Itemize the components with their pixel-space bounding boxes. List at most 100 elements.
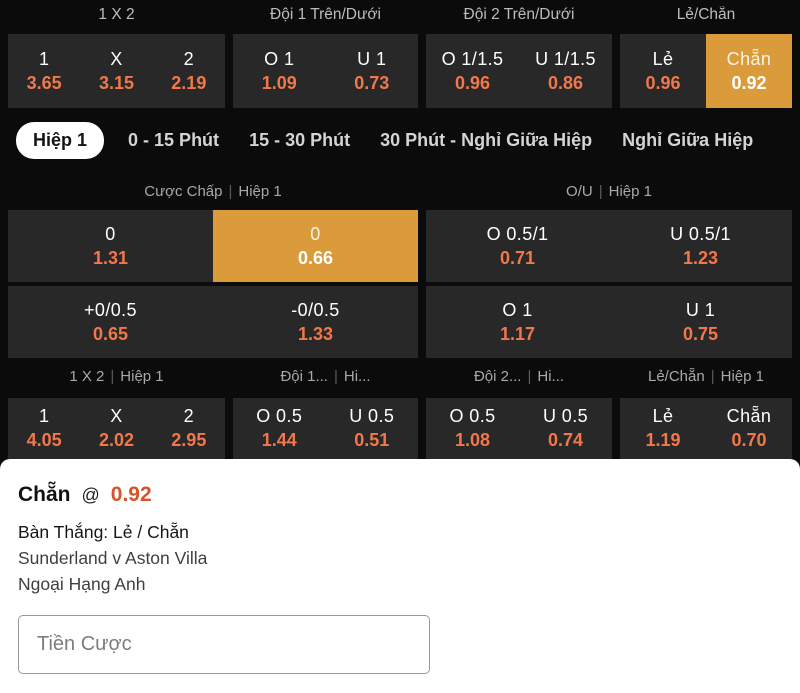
- odds-label: O 0.5: [256, 406, 303, 426]
- odds-value: 1.23: [682, 247, 719, 268]
- odds-label: 2: [183, 48, 195, 69]
- tab-0-15-phut[interactable]: 0 - 15 Phút: [128, 129, 220, 150]
- section-separator: |: [598, 182, 603, 200]
- section-subtitle: Hiệp 1: [720, 367, 764, 385]
- handicap-row-1: 0 1.31 0 0.66: [8, 210, 418, 282]
- header-ou-h1: O/U | Hiệp 1: [426, 183, 792, 200]
- odds-label: -0/0.5: [291, 299, 340, 320]
- slip-league-name: Ngoại Hạng Anh: [18, 574, 146, 594]
- section-title: O/U: [566, 182, 593, 200]
- odds-cell-h1-team2-under[interactable]: U 0.5 0.74: [519, 398, 612, 459]
- odds-cell-handicap-home-plus[interactable]: +0/0.5 0.65: [8, 286, 213, 358]
- odds-label: X: [110, 48, 123, 69]
- odds-cell-h1-away[interactable]: 2 2.95: [153, 398, 225, 459]
- odds-label: O 0.5: [449, 406, 496, 426]
- group-1x2-h1: 1 4.05 X 2.02 2 2.95: [8, 398, 225, 459]
- odds-label: 0: [105, 223, 116, 244]
- odds-label: Lẻ: [652, 406, 674, 426]
- odds-cell-under-0.5-1[interactable]: U 0.5/1 1.23: [609, 210, 792, 282]
- odds-cell-team1-over[interactable]: O 1 1.09: [233, 34, 326, 108]
- odds-label: Chẵn: [726, 48, 772, 69]
- odds-cell-odd[interactable]: Lẻ 0.96: [620, 34, 706, 108]
- group-team1-h1: O 0.5 1.44 U 0.5 0.51: [233, 398, 418, 459]
- header-odd-even-h1: Lẻ/Chẵn | Hiệp 1: [620, 368, 792, 385]
- odds-cell-away[interactable]: 2 2.19: [153, 34, 225, 108]
- section-separator: |: [110, 367, 115, 385]
- odds-cell-under-1[interactable]: U 1 0.75: [609, 286, 792, 358]
- odds-cell-handicap-home-0[interactable]: 0 1.31: [8, 210, 213, 282]
- odds-cell-h1-team1-under[interactable]: U 0.5 0.51: [326, 398, 419, 459]
- odds-value: 0.92: [731, 72, 767, 93]
- odds-value: 0.96: [645, 72, 681, 93]
- odds-value: 3.65: [26, 72, 62, 93]
- odds-cell-h1-team1-over[interactable]: O 0.5 1.44: [233, 398, 326, 459]
- odds-cell-h1-odd[interactable]: Lẻ 1.19: [620, 398, 706, 459]
- header-team2-ou: Đội 2 Trên/Dưới: [463, 6, 575, 23]
- ou-row-1: O 0.5/1 0.71 U 0.5/1 1.23: [426, 210, 792, 282]
- group-odd-even-h1: Lẻ 1.19 Chẵn 0.70: [620, 398, 792, 459]
- section-title: Đội 2...: [473, 367, 522, 385]
- odds-value: 0.71: [499, 247, 536, 268]
- section-subtitle: Hiệp 1: [120, 367, 164, 385]
- odds-cell-team1-under[interactable]: U 1 0.73: [326, 34, 419, 108]
- stake-input[interactable]: [18, 615, 430, 674]
- odds-value: 0.96: [454, 72, 491, 93]
- odds-cell-team2-under[interactable]: U 1/1.5 0.86: [519, 34, 612, 108]
- header-team1-ou: Đội 1 Trên/Dưới: [270, 6, 381, 23]
- odds-cell-handicap-away-0-selected[interactable]: 0 0.66: [213, 210, 418, 282]
- group-1x2: 1 3.65 X 3.15 2 2.19: [8, 34, 225, 108]
- section-title: Đội 1...: [280, 367, 328, 385]
- odds-cell-over-1[interactable]: O 1 1.17: [426, 286, 609, 358]
- odds-cell-even-selected[interactable]: Chẵn 0.92: [706, 34, 792, 108]
- section-title: 1 X 2: [69, 367, 105, 385]
- tab-hiep-1[interactable]: Hiệp 1: [16, 121, 105, 159]
- odds-label: O 1: [264, 48, 295, 69]
- handicap-column: 0 1.31 0 0.66 +0/0.5 0.65 -0/0.5 1.33: [8, 210, 418, 358]
- h1-section-headers: Cược Chấp | Hiệp 1 O/U | Hiệp 1: [0, 172, 800, 210]
- odds-label: 0: [310, 223, 321, 244]
- section-subtitle: Hiệp 1: [608, 182, 652, 200]
- header-1x2-h1: 1 X 2 | Hiệp 1: [8, 368, 225, 385]
- odds-label: U 1: [685, 299, 716, 320]
- odds-cell-draw[interactable]: X 3.15: [80, 34, 152, 108]
- odds-value: 0.66: [297, 247, 334, 268]
- odds-value: 0.75: [682, 323, 719, 344]
- slip-market-name: Bàn Thắng: Lẻ / Chẵn: [18, 522, 189, 542]
- odds-cell-h1-draw[interactable]: X 2.02: [80, 398, 152, 459]
- odds-cell-handicap-away-minus[interactable]: -0/0.5 1.33: [213, 286, 418, 358]
- tab-nghi-giua-hiep[interactable]: Nghỉ Giữa Hiệp: [622, 129, 754, 150]
- ou-column: O 0.5/1 0.71 U 0.5/1 1.23 O 1 1.17 U 1 0…: [426, 210, 792, 358]
- tab-15-30-phut[interactable]: 15 - 30 Phút: [249, 129, 351, 150]
- odds-cell-home[interactable]: 1 3.65: [8, 34, 80, 108]
- h1-handicap-ou-band: 0 1.31 0 0.66 +0/0.5 0.65 -0/0.5 1.33: [0, 210, 800, 358]
- odds-value: 1.44: [261, 430, 297, 450]
- odds-label: 2: [183, 406, 195, 426]
- odds-value: 0.51: [354, 430, 390, 450]
- header-handicap-h1: Cược Chấp | Hiệp 1: [8, 183, 418, 200]
- odds-value: 1.17: [499, 323, 536, 344]
- odds-label: Lẻ: [652, 48, 674, 69]
- odds-cell-h1-team2-over[interactable]: O 0.5 1.08: [426, 398, 519, 459]
- odds-cell-h1-home[interactable]: 1 4.05: [8, 398, 80, 459]
- section-separator: |: [228, 182, 233, 200]
- odds-value: 1.09: [261, 72, 297, 93]
- odds-label: U 0.5: [542, 406, 589, 426]
- odds-cell-team2-over[interactable]: O 1/1.5 0.96: [426, 34, 519, 108]
- odds-value: 0.70: [731, 430, 767, 450]
- section-subtitle: Hiệp 1: [238, 182, 282, 200]
- odds-value: 1.08: [454, 430, 491, 450]
- odds-cell-h1-even[interactable]: Chẵn 0.70: [706, 398, 792, 459]
- odds-value: 4.05: [26, 430, 62, 450]
- section-separator: |: [710, 367, 715, 385]
- odds-value: 0.86: [547, 72, 584, 93]
- section-separator: |: [333, 367, 338, 385]
- ou-row-2: O 1 1.17 U 1 0.75: [426, 286, 792, 358]
- odds-cell-over-0.5-1[interactable]: O 0.5/1 0.71: [426, 210, 609, 282]
- group-team2-h1: O 0.5 1.08 U 0.5 0.74: [426, 398, 612, 459]
- odds-label: U 0.5/1: [670, 223, 731, 244]
- header-team2-h1: Đội 2... | Hi...: [426, 368, 612, 385]
- odds-value: 0.74: [547, 430, 584, 450]
- tab-30-phut-nghi-giua-hiep[interactable]: 30 Phút - Nghỉ Giữa Hiệp: [380, 129, 593, 150]
- section-subtitle: Hi...: [537, 367, 565, 385]
- group-odd-even: Lẻ 0.96 Chẵn 0.92: [620, 34, 792, 108]
